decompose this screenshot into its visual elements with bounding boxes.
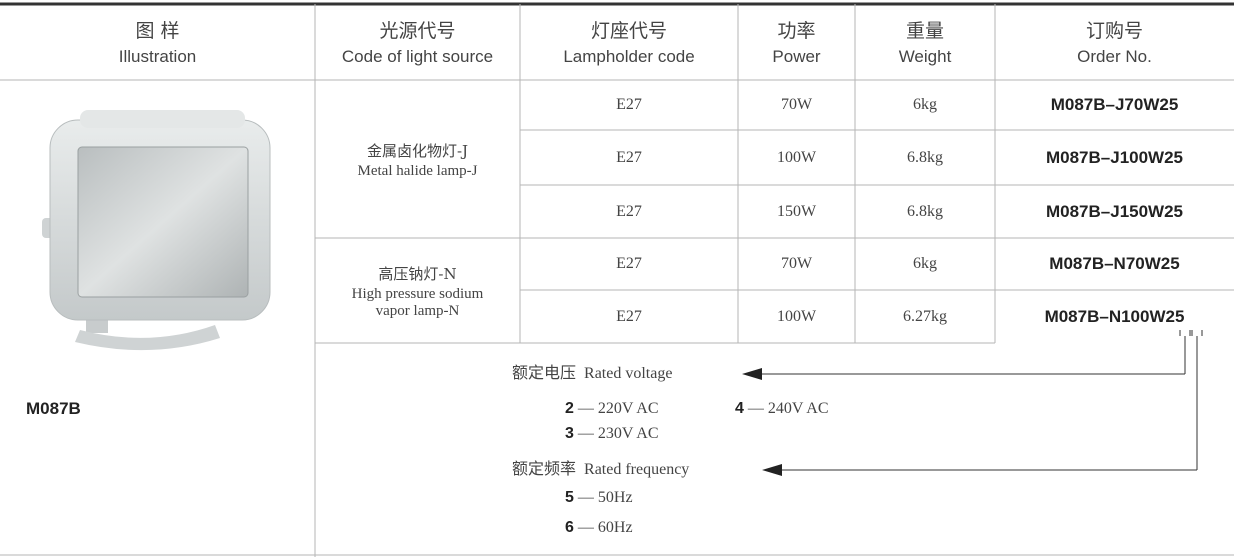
header-cell: 功率 Power [738,8,855,80]
group-label: 高压钠灯-N High pressure sodium vapor lamp-N [315,238,520,343]
legend-option: 3 — 230V AC [565,424,659,444]
row-cell: 6kg [913,255,937,272]
group-zh: 高压钠灯-N [378,264,457,283]
row-cell: 6kg [913,96,937,113]
header-zh: 功率 [777,20,816,42]
legend-zh: 额定频率 [512,461,577,478]
row-cell: 6.27kg [903,307,947,325]
header-zh: 订购号 [1085,20,1143,42]
option-text: — 60Hz [577,519,633,536]
order-number: M087B–J70W25 [1050,95,1179,114]
row-cell: 100W [776,148,817,166]
row-cell: E27 [616,202,642,220]
model-code: M087B [26,399,81,418]
legend-zh: 额定电压 [512,365,577,382]
legend-option: 6 — 60Hz [565,518,633,538]
header-zh: 图 样 [135,20,180,42]
header-en: Weight [898,47,952,66]
option-text: — 220V AC [577,400,659,417]
option-code: 2 [565,400,574,417]
legend-option: 5 — 50Hz [565,488,633,508]
legend-title: 额定电压 Rated voltage [512,364,672,384]
option-text: — 230V AC [577,425,659,442]
order-number: M087B–N100W25 [1044,306,1185,326]
group-en: High pressure sodium [351,285,484,302]
order-number: M087B–N70W25 [1049,254,1180,273]
header-zh: 灯座代号 [590,20,667,42]
legend-option: 4 — 240V AC [735,399,829,419]
arrow [742,368,762,380]
option-code: 5 [565,489,574,506]
row-cell: 6.8kg [907,148,943,166]
group-label: 金属卤化物灯-J Metal halide lamp-J [315,80,520,238]
row-cell: 70W [780,255,813,272]
group-zh: 金属卤化物灯-J [366,141,469,160]
order-number: M087B–J100W25 [1045,147,1184,167]
header-cell: 灯座代号 Lampholder code [520,8,738,80]
row-cell: 70W [780,96,813,113]
option-code: 6 [565,519,574,536]
row-cell: 100W [776,307,817,325]
legend-en: Rated voltage [584,365,673,382]
lamp-illustration [42,110,271,351]
header-en: Order No. [1077,47,1152,66]
group-en: Metal halide lamp-J [357,162,478,179]
header-zh: 重量 [905,20,944,42]
legend-title: 额定频率 Rated frequency [512,460,689,480]
arrow [762,464,782,476]
option-code: 4 [735,400,744,417]
legend-en: Rated frequency [584,461,690,478]
option-code: 3 [565,425,574,442]
row-cell: E27 [616,96,642,113]
header-en: Code of light source [341,47,494,66]
header-en: Power [772,47,821,66]
row-cell: E27 [616,255,642,272]
option-text: — 50Hz [577,489,633,506]
row-cell: E27 [616,307,642,325]
row-cell: E27 [616,148,642,166]
legend-connectors [760,330,1203,471]
header-cell: 订购号 Order No. [995,8,1234,80]
option-text: — 240V AC [747,400,829,417]
legend-option: 2 — 220V AC [565,399,659,419]
header-en: Illustration [118,47,197,66]
header-cell: 光源代号 Code of light source [315,8,520,80]
header-cell: 重量 Weight [855,8,995,80]
header-en: Lampholder code [563,47,695,66]
order-number: M087B–J150W25 [1045,201,1184,221]
header-zh: 光源代号 [379,20,456,42]
group-en: vapor lamp-N [375,302,460,319]
row-cell: 6.8kg [907,202,943,220]
header-cell: 图 样 Illustration [0,8,315,80]
row-cell: 150W [776,202,817,220]
